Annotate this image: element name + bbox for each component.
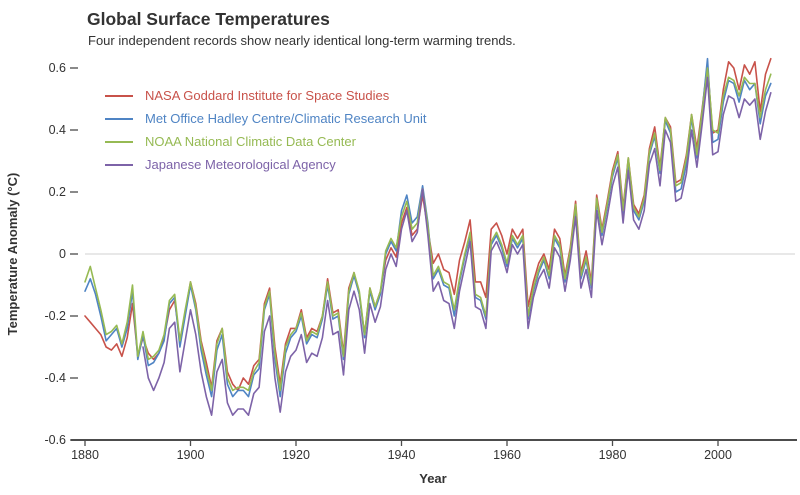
y-axis-tick-labels: 0.6 0.4 0.2 0 -0.2 -0.4 -0.6 bbox=[44, 61, 66, 447]
legend-label-noaa: NOAA National Climatic Data Center bbox=[145, 134, 357, 149]
y-axis-title: Temperature Anomaly (°C) bbox=[5, 173, 20, 336]
legend-label-hadley: Met Office Hadley Centre/Climatic Resear… bbox=[145, 111, 427, 126]
legend-item-jma: Japanese Meteorological Agency bbox=[105, 157, 336, 172]
legend-item-nasa: NASA Goddard Institute for Space Studies bbox=[105, 88, 390, 103]
legend-item-hadley: Met Office Hadley Centre/Climatic Resear… bbox=[105, 111, 427, 126]
x-tick-label: 1960 bbox=[493, 448, 521, 462]
legend-label-nasa: NASA Goddard Institute for Space Studies bbox=[145, 88, 390, 103]
y-axis-ticks bbox=[70, 67, 78, 441]
plot-area bbox=[84, 57, 772, 417]
y-tick-label: -0.2 bbox=[44, 309, 66, 323]
y-tick-label: 0.2 bbox=[49, 185, 66, 199]
chart-subtitle: Four independent records show nearly ide… bbox=[88, 33, 516, 48]
legend-label-jma: Japanese Meteorological Agency bbox=[145, 157, 336, 172]
x-tick-label: 1880 bbox=[71, 448, 99, 462]
y-tick-label: 0 bbox=[59, 247, 66, 261]
x-axis-ticks bbox=[84, 440, 719, 446]
x-tick-label: 1940 bbox=[388, 448, 416, 462]
series-line-3 bbox=[142, 76, 772, 417]
x-tick-label: 1980 bbox=[599, 448, 627, 462]
x-tick-label: 1920 bbox=[282, 448, 310, 462]
x-tick-label: 2000 bbox=[704, 448, 732, 462]
x-axis-title: Year bbox=[419, 471, 446, 486]
y-tick-label: 0.4 bbox=[49, 123, 66, 137]
y-tick-label: 0.6 bbox=[49, 61, 66, 75]
x-axis-tick-labels: 1880 1900 1920 1940 1960 1980 2000 bbox=[71, 448, 732, 462]
y-tick-label: -0.6 bbox=[44, 433, 66, 447]
legend-item-noaa: NOAA National Climatic Data Center bbox=[105, 134, 357, 149]
chart-title: Global Surface Temperatures bbox=[87, 9, 330, 29]
y-tick-label: -0.4 bbox=[44, 371, 66, 385]
x-tick-label: 1900 bbox=[177, 448, 205, 462]
legend: NASA Goddard Institute for Space Studies… bbox=[105, 88, 427, 172]
series-line-2 bbox=[84, 67, 772, 392]
